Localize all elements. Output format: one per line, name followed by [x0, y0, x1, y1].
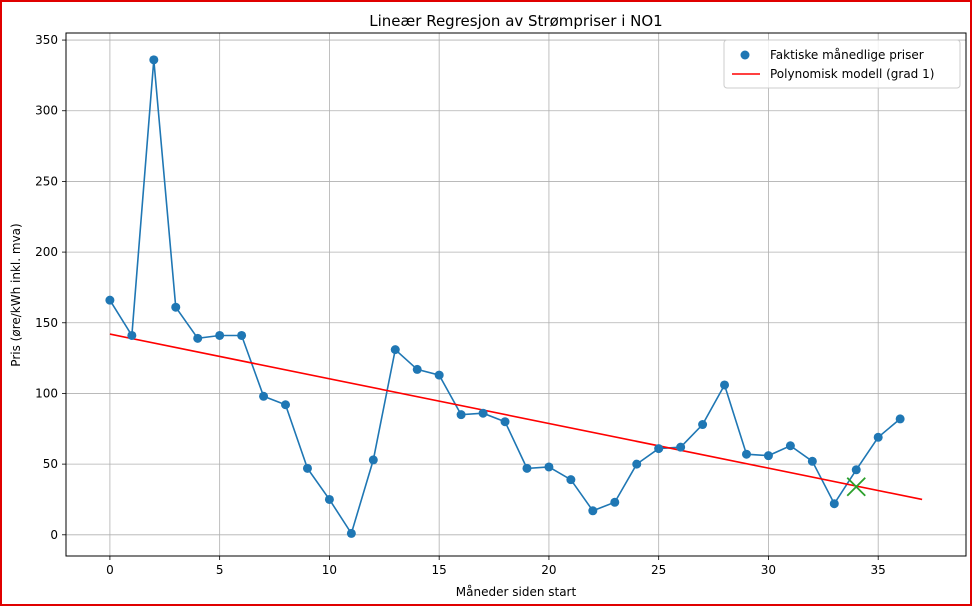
- data-point: [632, 459, 642, 469]
- data-point: [237, 330, 247, 340]
- data-point: [720, 380, 730, 390]
- data-point: [807, 456, 817, 466]
- y-tick-label: 350: [35, 33, 58, 47]
- x-tick-label: 10: [322, 563, 337, 577]
- x-marker-stroke: [846, 477, 866, 497]
- x-tick-label: 5: [216, 563, 224, 577]
- data-point: [193, 333, 203, 343]
- y-ticks: 0 50 100 150 200 250 300 350: [35, 33, 66, 542]
- series-line-actual: [109, 59, 901, 536]
- data-point: [456, 410, 466, 420]
- x-tick-label: 30: [761, 563, 776, 577]
- data-point: [522, 463, 532, 473]
- data-point: [281, 400, 291, 410]
- x-tick-label: 35: [871, 563, 886, 577]
- y-tick-label: 150: [35, 316, 58, 330]
- y-axis-label: Pris (øre/kWh inkl. mva): [9, 223, 23, 366]
- y-tick-label: 200: [35, 245, 58, 259]
- chart-title: Lineær Regresjon av Strømpriser i NO1: [369, 12, 662, 30]
- data-point: [346, 528, 356, 538]
- data-point: [412, 364, 422, 374]
- x-tick-label: 15: [432, 563, 447, 577]
- series-layer: [105, 55, 923, 538]
- data-point: [259, 391, 269, 401]
- data-point: [171, 302, 181, 312]
- y-tick-label: 50: [43, 457, 58, 471]
- data-point: [105, 295, 115, 305]
- data-point: [588, 506, 598, 516]
- data-point: [785, 441, 795, 451]
- data-point: [478, 408, 488, 418]
- data-point: [698, 420, 708, 430]
- y-tick-label: 100: [35, 386, 58, 400]
- x-tick-label: 0: [106, 563, 114, 577]
- y-tick-label: 250: [35, 174, 58, 188]
- x-tick-label: 20: [541, 563, 556, 577]
- grid: [66, 33, 966, 556]
- data-point: [434, 370, 444, 380]
- data-point: [368, 455, 378, 465]
- data-point: [544, 462, 554, 472]
- legend-label-actual: Faktiske månedlige priser: [770, 48, 924, 62]
- series-line-model: [109, 333, 923, 501]
- data-point: [610, 497, 620, 507]
- legend: Faktiske månedlige priser Polynomisk mod…: [723, 39, 961, 89]
- legend-box: [723, 39, 961, 89]
- x-ticks: 0 5 10 15 20 25 30 35: [106, 556, 886, 577]
- data-point: [324, 494, 334, 504]
- data-point: [566, 475, 576, 485]
- legend-label-model: Polynomisk modell (grad 1): [770, 67, 934, 81]
- data-point: [895, 414, 905, 424]
- x-marker: [846, 477, 866, 497]
- data-point: [741, 449, 751, 459]
- legend-marker-actual: [740, 50, 750, 60]
- plot-area: [65, 32, 967, 557]
- y-tick-label: 0: [50, 528, 58, 542]
- y-tick-label: 300: [35, 104, 58, 118]
- data-point: [654, 444, 664, 454]
- x-tick-label: 25: [651, 563, 666, 577]
- data-point: [302, 463, 312, 473]
- data-point: [127, 330, 137, 340]
- data-point: [149, 55, 159, 65]
- data-point: [829, 499, 839, 509]
- data-point: [763, 451, 773, 461]
- data-point: [851, 465, 861, 475]
- data-point: [390, 345, 400, 355]
- data-point: [873, 432, 883, 442]
- data-point: [215, 330, 225, 340]
- data-point: [676, 442, 686, 452]
- x-axis-label: Måneder siden start: [456, 585, 577, 599]
- data-point: [500, 417, 510, 427]
